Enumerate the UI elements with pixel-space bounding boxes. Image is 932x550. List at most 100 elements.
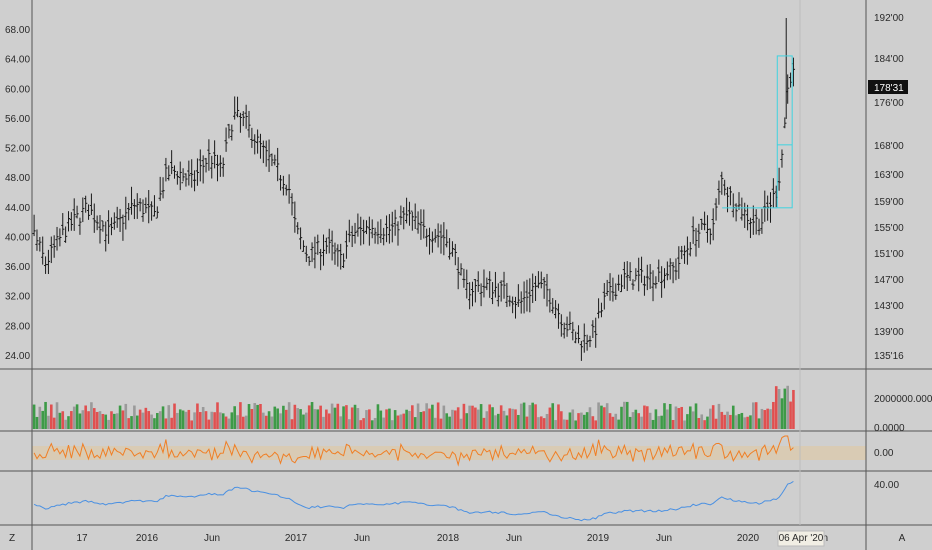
price-bar <box>69 212 73 231</box>
price-bar <box>221 157 225 177</box>
price-bar <box>307 256 311 266</box>
price-bar <box>339 243 343 270</box>
volume-bar <box>591 416 595 429</box>
price-bar <box>511 296 515 314</box>
left-tick-label: 68.00 <box>5 25 30 36</box>
volume-bar <box>565 419 569 429</box>
volume-bar <box>282 405 285 429</box>
left-tick-label: 24.00 <box>5 351 30 362</box>
volume-bar <box>150 414 153 429</box>
price-bar <box>582 323 586 353</box>
volume-bar <box>173 403 176 429</box>
volume-bar <box>425 403 428 429</box>
price-bar <box>370 219 374 239</box>
price-bar <box>316 234 320 255</box>
volume-bar <box>379 410 383 429</box>
annotation-box[interactable] <box>722 55 793 209</box>
price-bar <box>164 157 168 182</box>
volume-bar <box>219 412 222 429</box>
volume-bar <box>411 405 414 429</box>
volume-bar <box>293 404 297 429</box>
volume-bar <box>81 410 85 429</box>
time-tick-label: 17 <box>76 533 88 544</box>
price-bar <box>261 140 265 164</box>
oscillator-tick-label: 0.00 <box>874 448 894 459</box>
volume-bar <box>439 418 443 429</box>
price-bar <box>625 261 629 292</box>
line-panel-tick-label: 40.00 <box>874 480 899 491</box>
volume-series <box>32 385 795 429</box>
right-tick-label: 184'00 <box>874 54 904 65</box>
price-bar <box>129 186 134 215</box>
price-bar <box>754 209 758 235</box>
volume-bar <box>67 416 70 429</box>
volume-bar <box>133 405 136 429</box>
price-bar <box>298 227 303 250</box>
price-bar <box>112 212 116 230</box>
volume-bar <box>731 405 735 429</box>
price-bar <box>436 223 440 248</box>
price-bar <box>536 271 541 289</box>
volume-bar <box>462 403 466 429</box>
price-bar <box>210 155 214 179</box>
price-bar <box>373 227 377 244</box>
price-bar <box>296 222 300 235</box>
price-bar <box>631 279 635 290</box>
price-bar <box>450 241 455 257</box>
volume-bar <box>774 386 778 429</box>
volume-bar <box>700 414 704 429</box>
volume-bar <box>625 401 629 429</box>
volume-bar <box>413 417 417 429</box>
price-bar <box>353 222 357 244</box>
volume-tick-label: 0.0000 <box>874 423 905 434</box>
volume-bar <box>147 411 151 429</box>
price-bar <box>107 210 111 244</box>
price-bar <box>364 220 369 235</box>
volume-bar <box>325 409 328 429</box>
scale-mode-button[interactable]: Z <box>9 533 15 544</box>
volume-bar <box>196 403 199 429</box>
price-bar <box>757 218 761 236</box>
volume-bar <box>296 408 300 429</box>
volume-bar <box>631 412 635 429</box>
price-bar <box>671 261 675 284</box>
volume-bar <box>78 413 82 429</box>
price-bar <box>256 129 260 154</box>
volume-bar <box>213 412 216 429</box>
volume-bar <box>505 415 509 429</box>
price-bar <box>462 268 466 288</box>
price-bar <box>178 161 182 191</box>
volume-bar <box>113 413 116 429</box>
price-bar <box>396 221 400 246</box>
volume-bar <box>554 420 557 429</box>
volume-bar <box>316 409 320 429</box>
auto-scale-button[interactable]: A <box>899 533 906 544</box>
price-bar <box>685 236 690 265</box>
right-tick-label: 176'00 <box>874 98 904 109</box>
price-bar <box>608 273 612 301</box>
volume-bar <box>104 414 108 429</box>
volume-bar <box>671 420 675 429</box>
price-bar <box>138 198 142 212</box>
volume-bar <box>668 403 672 429</box>
volume-bar <box>402 413 406 429</box>
volume-bar <box>723 414 726 429</box>
volume-bar <box>422 411 426 429</box>
volume-bar <box>585 412 589 429</box>
price-series[interactable] <box>32 18 796 361</box>
price-bar <box>413 203 417 230</box>
volume-bar <box>87 411 90 429</box>
volume-bar <box>176 412 179 429</box>
price-bar <box>46 249 51 275</box>
volume-bar <box>548 407 552 429</box>
price-bar <box>241 111 245 127</box>
volume-bar <box>674 406 678 429</box>
price-bar <box>700 218 704 230</box>
volume-bar <box>574 420 577 429</box>
price-bar <box>144 197 148 214</box>
volume-bar <box>207 419 211 429</box>
price-bar <box>344 230 349 259</box>
price-bar <box>198 149 202 182</box>
volume-bar <box>456 407 460 429</box>
